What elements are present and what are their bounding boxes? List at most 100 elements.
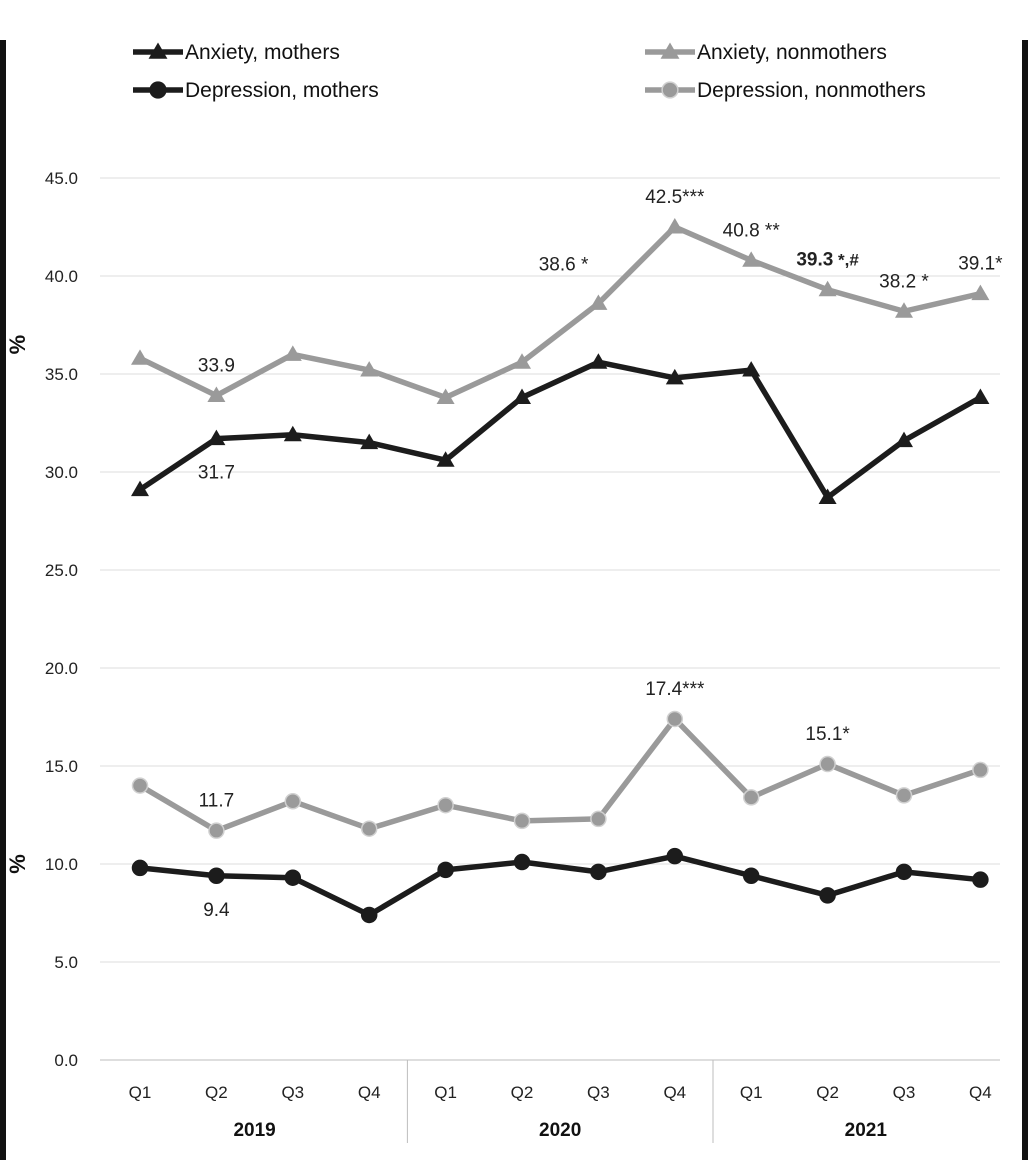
data-point: [360, 361, 379, 377]
data-point: [666, 710, 684, 728]
legend-label: Anxiety, mothers: [185, 41, 340, 64]
series-depression-nonmothers: [131, 710, 989, 839]
data-point: [819, 887, 836, 904]
legend-marker: [148, 42, 168, 59]
legend-label: Depression, nonmothers: [697, 79, 926, 102]
data-point: [590, 863, 607, 881]
data-label: 42.5***: [645, 187, 705, 208]
x-tick-label: Q4: [358, 1083, 381, 1102]
x-axis: Q1 Q2 Q3 Q4 Q1 Q2 Q3 Q4 Q1 Q2 Q3 Q4 2019 2020 2021: [129, 1060, 992, 1143]
y-tick-label: 25.0: [45, 561, 78, 580]
y-tick-label: 20.0: [45, 659, 78, 678]
data-point: [819, 755, 836, 773]
data-point: [895, 302, 913, 318]
x-tick-label: Q2: [816, 1083, 839, 1102]
data-label: 31.7: [198, 463, 235, 484]
data-point: [818, 280, 837, 297]
data-label: 38.2 *: [879, 271, 929, 292]
data-labels: 33.9 31.7 38.6 * 42.5*** 40.8 ** 39.3 *,# 38.2…: [198, 187, 1003, 921]
data-point: [895, 787, 913, 804]
y-tick-label: 40.0: [45, 267, 78, 286]
series-anxiety-nonmothers: [131, 218, 990, 404]
x-tick-label: Q1: [740, 1083, 763, 1102]
series-layer: [131, 218, 990, 924]
year-label: 2021: [845, 1120, 888, 1141]
data-point: [131, 859, 149, 877]
y-tick-label: 0.0: [54, 1051, 78, 1070]
data-point: [589, 294, 608, 310]
data-point: [207, 386, 226, 403]
data-point: [513, 812, 531, 830]
data-label: 39.3 *,#: [796, 250, 859, 271]
x-tick-label: Q3: [281, 1083, 304, 1102]
data-point: [437, 796, 454, 814]
gridlines: [100, 177, 1000, 1061]
legend-item: Anxiety, mothers: [133, 41, 340, 64]
data-label: 9.4: [203, 900, 230, 921]
x-tick-label: Q3: [893, 1083, 916, 1102]
data-label-suffix: *,#: [833, 251, 859, 270]
data-point: [284, 869, 302, 886]
series-line: [139, 853, 981, 918]
x-tick-label: Q4: [663, 1083, 686, 1102]
legend-item: Anxiety, nonmothers: [645, 41, 887, 64]
data-label: 40.8 **: [723, 220, 781, 241]
x-tick-label: Q1: [434, 1083, 457, 1102]
legend-label: Depression, mothers: [185, 79, 379, 102]
legend: Anxiety, mothers Anxiety, nonmothers Depre…: [133, 41, 926, 102]
series-anxiety-mothers: [131, 353, 990, 504]
legend-marker: [661, 81, 679, 99]
y-axis-label: %: [5, 335, 30, 355]
data-point: [131, 777, 149, 794]
data-point: [283, 345, 302, 361]
y-axis-label: %: [5, 854, 30, 874]
data-point: [284, 793, 302, 810]
data-point: [895, 431, 913, 448]
data-point: [665, 368, 684, 385]
data-point: [895, 863, 913, 881]
data-point: [207, 429, 226, 446]
data-point: [972, 871, 989, 888]
data-point: [742, 361, 761, 377]
data-point: [742, 251, 761, 267]
legend-marker: [149, 81, 167, 99]
series-line: [138, 716, 982, 834]
data-label: 15.1*: [805, 724, 850, 745]
data-point: [437, 861, 454, 879]
x-tick-label: Q1: [129, 1083, 152, 1102]
data-point: [513, 388, 531, 404]
legend-marker: [660, 42, 680, 59]
data-point: [972, 761, 989, 779]
y-tick-label: 10.0: [45, 855, 78, 874]
data-point: [360, 906, 378, 924]
data-point: [208, 867, 225, 885]
series-line: [138, 224, 982, 401]
legend-item: Depression, nonmothers: [645, 79, 926, 102]
right-border: [1022, 40, 1028, 1160]
data-point: [971, 284, 990, 301]
data-point: [742, 789, 760, 806]
year-label: 2020: [539, 1120, 581, 1141]
data-point: [666, 847, 684, 865]
left-border: [0, 40, 6, 1160]
data-point: [208, 822, 225, 839]
data-point: [131, 349, 149, 365]
data-point: [971, 388, 990, 404]
data-label: 17.4***: [645, 679, 705, 700]
data-point: [513, 353, 531, 369]
data-point: [360, 433, 379, 450]
y-tick-label: 35.0: [45, 365, 78, 384]
year-label: 2019: [233, 1120, 275, 1141]
legend-label: Anxiety, nonmothers: [697, 41, 887, 64]
data-label: 11.7: [199, 791, 235, 812]
y-tick-label: 15.0: [45, 757, 78, 776]
data-point: [742, 867, 760, 885]
legend-item: Depression, mothers: [133, 79, 379, 102]
y-tick-label: 45.0: [45, 169, 78, 188]
y-axis: 0.0 5.0 10.0 15.0 20.0 25.0 30.0 35.0 40.0 45.0%%: [5, 169, 78, 1070]
x-tick-label: Q2: [511, 1083, 534, 1102]
data-label: 38.6 *: [539, 254, 589, 275]
data-point: [513, 853, 531, 871]
data-point: [818, 488, 837, 504]
